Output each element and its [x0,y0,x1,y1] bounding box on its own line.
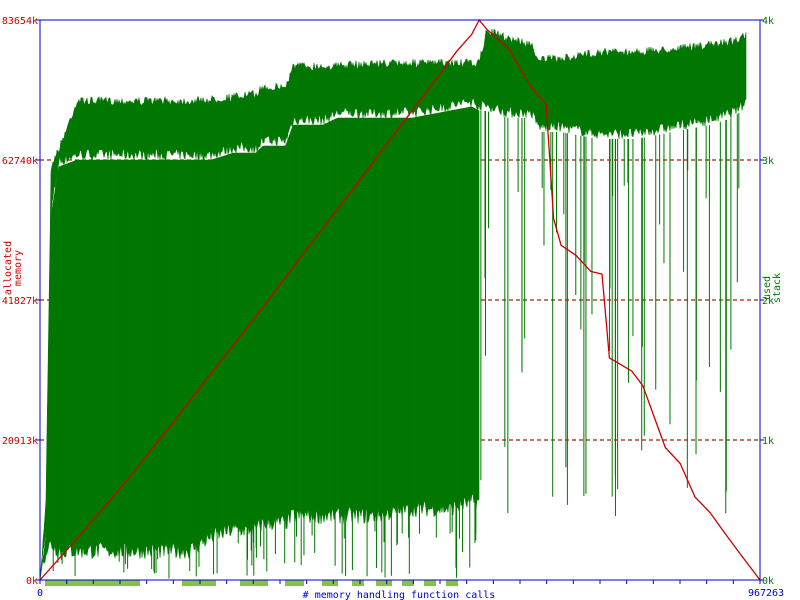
left-axis: 0k 20913k 41827k 62740k 83654k [2,16,40,587]
left-axis-title: allocatedmemory [3,241,24,295]
stack-series [39,28,747,581]
left-tick-label: 20913k [2,436,38,447]
function-call-segment [376,580,392,586]
right-axis-title: usedstack [762,273,783,303]
right-tick-label: 4k [762,16,774,27]
left-tick-label: 0k [26,576,38,587]
left-tick-label: 83654k [2,16,38,27]
right-tick-label: 0k [762,576,774,587]
right-tick-label: 1k [762,436,774,447]
function-call-segment [182,580,216,586]
stack-upper-band [39,28,747,581]
allocated-memory-line [39,18,761,581]
right-axis: 0k 1k 2k 3k 4k [760,16,774,587]
right-tick-label: 3k [762,156,774,167]
function-call-segment [446,580,458,586]
x-tick-label: 967263 [748,588,784,599]
x-axis: 0 967263 [37,580,784,599]
x-axis-title: # memory handling function calls [303,590,496,600]
function-call-band [45,580,458,586]
left-tick-label: 41827k [2,296,38,307]
function-call-segment [322,580,338,586]
function-call-segment [45,580,140,586]
function-call-segment [285,580,304,586]
function-call-segment [352,580,364,586]
function-call-segment [240,580,268,586]
left-tick-label: 62740k [2,156,38,167]
x-tick-label: 0 [37,588,43,599]
stack-dense-band [39,106,480,581]
function-call-segment [402,580,414,586]
function-call-segment [424,580,436,586]
memory-series [39,18,761,581]
right-tick-label: 2k [762,296,774,307]
